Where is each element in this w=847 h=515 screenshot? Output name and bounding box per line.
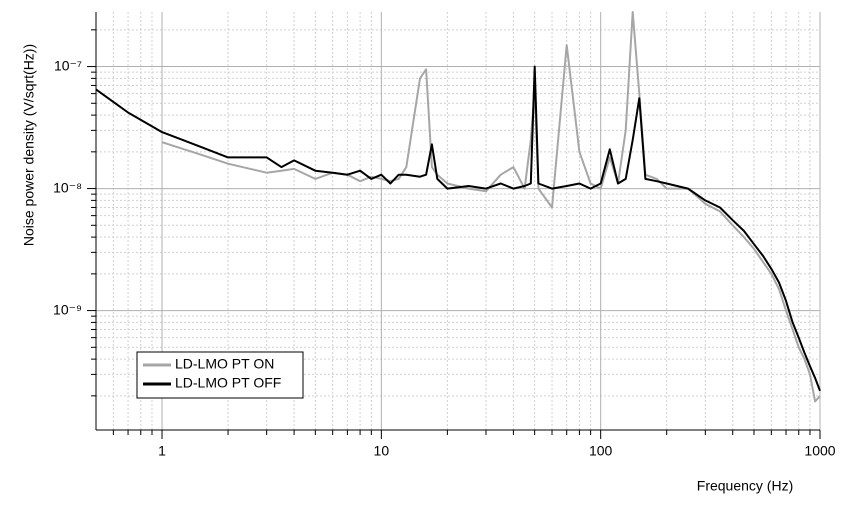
legend-label: LD-LMO PT ON bbox=[175, 356, 274, 372]
legend-box bbox=[136, 351, 304, 399]
x-tick-label: 1000 bbox=[804, 443, 835, 459]
line-series bbox=[161, 11, 821, 403]
y-tick-label: 10⁻⁸ bbox=[53, 179, 82, 195]
y-tick-label: 10⁻⁷ bbox=[54, 57, 82, 73]
legend-label: LD-LMO PT OFF bbox=[175, 375, 281, 391]
x-axis-label: Frequency (Hz) bbox=[697, 478, 793, 494]
line-series bbox=[95, 65, 821, 392]
x-tick-label: 100 bbox=[589, 443, 613, 459]
x-tick-label: 1 bbox=[158, 443, 166, 459]
y-tick-label: 10⁻⁹ bbox=[53, 301, 82, 317]
legend: LD-LMO PT ON LD-LMO PT OFF bbox=[136, 351, 304, 399]
x-tick-label: 10 bbox=[374, 443, 390, 459]
y-axis-label: Noise power density (V/sqrt(Hz)) bbox=[21, 44, 37, 246]
